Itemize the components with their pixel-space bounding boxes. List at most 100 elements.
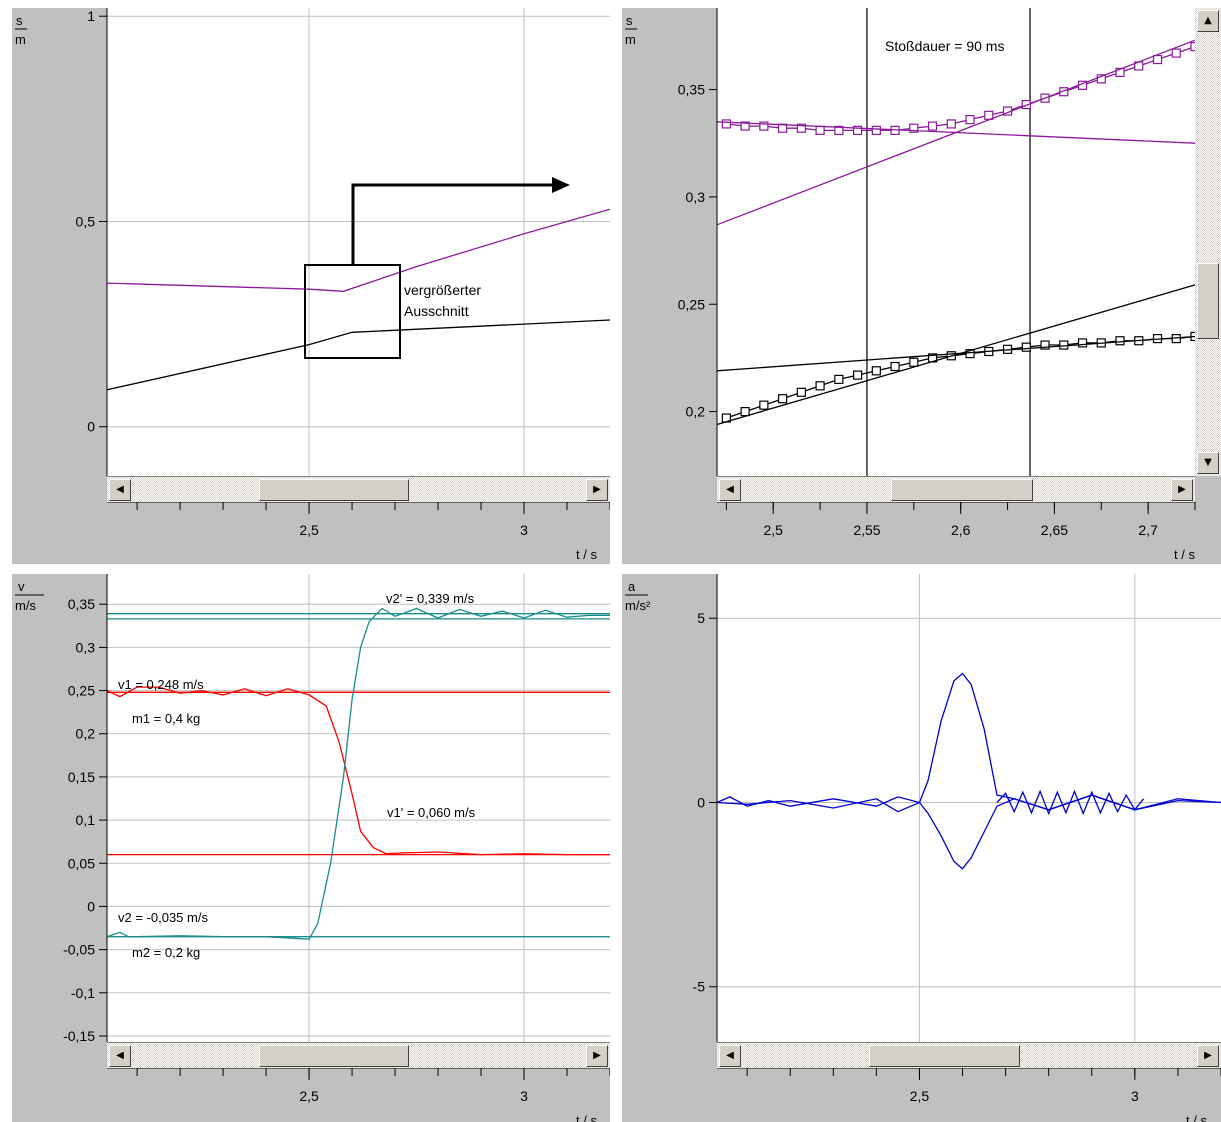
series-line-black xyxy=(716,335,1196,372)
annotation-line1: vergrößerter xyxy=(404,282,481,298)
scroll-down-arrow-icon[interactable]: ▼ xyxy=(1197,452,1219,474)
x-tick-label: 2,5 xyxy=(299,1088,319,1104)
scroll-right-arrow-icon[interactable]: ▶ xyxy=(586,479,608,501)
y-tick-label: 0 xyxy=(87,419,95,435)
data-point-marker xyxy=(965,349,975,359)
scroll-thumb[interactable] xyxy=(259,1045,410,1067)
data-point-marker xyxy=(1059,340,1069,350)
chart-panel-position-overview: 1 0,5 0 2,5 3 vergrößerter Ausschnitt s m t… xyxy=(12,8,610,564)
data-point-marker xyxy=(740,121,750,131)
series-line-purple xyxy=(106,208,610,292)
data-point-marker xyxy=(909,123,919,133)
x-tick-label: 2,5 xyxy=(764,522,784,538)
x-unit-label: t / s xyxy=(1186,1113,1207,1122)
series-line-blue xyxy=(716,794,1221,870)
y-tick-label: 0,05 xyxy=(68,855,95,871)
data-point-marker xyxy=(834,374,844,384)
y-tick-label: -0,1 xyxy=(71,985,95,1001)
scroll-up-arrow-icon[interactable]: ▲ xyxy=(1197,10,1219,32)
data-point-marker xyxy=(815,381,825,391)
y-tick-label: 0,35 xyxy=(68,596,95,612)
y-tick-label: 0,25 xyxy=(678,296,705,312)
scroll-left-arrow-icon[interactable]: ◀ xyxy=(109,479,131,501)
data-point-marker xyxy=(1021,100,1031,110)
chart-svg-tr: 0,35 0,3 0,25 0,2 2,5 2,55 2,6 2,65 2,7 Stoßdau… xyxy=(625,8,1200,562)
chart-panel-position-zoom: 0,35 0,3 0,25 0,2 2,5 2,55 2,6 2,65 2,7 Stoßdau… xyxy=(622,8,1221,564)
y-tick-label: -0,15 xyxy=(63,1028,95,1044)
vertical-scrollbar[interactable]: ▲ ▼ xyxy=(1195,8,1221,476)
x-tick-label: 3 xyxy=(1131,1088,1139,1104)
series-line-red xyxy=(106,686,610,856)
y-tick-label: 0 xyxy=(697,794,705,810)
collision-duration-annotation: Stoßdauer = 90 ms xyxy=(885,38,1004,54)
data-point-marker xyxy=(852,125,863,135)
y-tick-label: 0,35 xyxy=(678,82,705,98)
data-point-marker xyxy=(890,361,900,372)
y-unit-bottom: m/s² xyxy=(625,598,651,613)
data-point-marker xyxy=(871,366,881,376)
x-unit-label: t / s xyxy=(576,1113,597,1122)
data-point-marker xyxy=(796,123,806,133)
chart-panel-acceleration: 5 0 -5 2,5 3 a m/s² t / s ◀ ▶ xyxy=(622,574,1221,1122)
y-tick-label: 5 xyxy=(697,610,705,626)
data-point-marker xyxy=(815,125,825,135)
series-line-purple xyxy=(716,121,1196,144)
x-tick-label: 2,6 xyxy=(951,522,971,538)
scroll-right-arrow-icon[interactable]: ▶ xyxy=(1197,1045,1219,1067)
y-tick-label: 0 xyxy=(87,898,95,914)
horizontal-scrollbar[interactable]: ◀ ▶ xyxy=(107,1042,610,1068)
plot-area xyxy=(717,8,1195,476)
y-tick-label: 0,3 xyxy=(686,189,706,205)
horizontal-scrollbar[interactable]: ◀ ▶ xyxy=(107,476,610,502)
y-unit-top: s xyxy=(16,13,23,28)
scroll-right-arrow-icon[interactable]: ▶ xyxy=(586,1045,608,1067)
data-point-marker xyxy=(1152,54,1163,65)
scroll-thumb[interactable] xyxy=(259,479,410,501)
data-point-marker xyxy=(1096,74,1106,84)
y-tick-label: -0,05 xyxy=(63,942,95,958)
y-tick-label: 1 xyxy=(87,8,95,24)
label-v1: v1 = 0,248 m/s xyxy=(118,677,204,692)
x-tick-label: 2,55 xyxy=(853,522,880,538)
data-point-marker xyxy=(1171,48,1181,58)
horizontal-scrollbar[interactable]: ◀ ▶ xyxy=(717,1042,1221,1068)
zoom-arrow-line xyxy=(351,183,555,265)
series-line-black xyxy=(106,319,610,391)
scroll-left-arrow-icon[interactable]: ◀ xyxy=(109,1045,131,1067)
chart-svg-bl: 0,35 0,3 0,25 0,2 0,15 0,1 0,05 0 -0,05 -0,1 -0,15… xyxy=(15,574,610,1122)
data-point-marker xyxy=(759,121,769,131)
data-point-marker xyxy=(927,121,938,131)
data-point-marker xyxy=(759,400,769,410)
data-point-marker xyxy=(946,119,956,129)
data-point-marker xyxy=(834,125,844,135)
scroll-thumb[interactable] xyxy=(1197,263,1219,339)
data-point-marker xyxy=(778,394,788,404)
y-tick-label: 0,2 xyxy=(686,404,706,420)
scroll-thumb[interactable] xyxy=(869,1045,1020,1067)
x-tick-label: 2,65 xyxy=(1041,522,1068,538)
data-point-marker xyxy=(871,125,881,135)
y-unit-bottom: m xyxy=(625,32,636,47)
y-tick-label: -5 xyxy=(693,979,706,995)
y-tick-label: 0,25 xyxy=(68,683,95,699)
data-point-marker xyxy=(740,406,750,417)
label-v1-after: v1' = 0,060 m/s xyxy=(387,805,476,820)
y-unit-bottom: m/s xyxy=(15,598,36,613)
data-point-marker xyxy=(1040,340,1050,350)
x-tick-label: 2,5 xyxy=(299,522,319,538)
y-tick-label: 0,3 xyxy=(76,639,96,655)
scroll-left-arrow-icon[interactable]: ◀ xyxy=(719,479,741,501)
scroll-left-arrow-icon[interactable]: ◀ xyxy=(719,1045,741,1067)
y-unit-top: v xyxy=(18,579,25,594)
y-tick-label: 0,15 xyxy=(68,769,95,785)
scroll-thumb[interactable] xyxy=(890,479,1033,501)
label-m2: m2 = 0,2 kg xyxy=(132,945,200,960)
horizontal-scrollbar[interactable]: ◀ ▶ xyxy=(717,476,1195,502)
scroll-right-arrow-icon[interactable]: ▶ xyxy=(1171,479,1193,501)
x-unit-label: t / s xyxy=(1174,547,1195,562)
chart-svg-br: 5 0 -5 2,5 3 a m/s² t / s xyxy=(625,574,1221,1122)
y-unit-bottom: m xyxy=(15,32,26,47)
data-point-marker xyxy=(965,115,975,125)
label-v2-after: v2' = 0,339 m/s xyxy=(386,591,475,606)
zoom-arrow-head xyxy=(552,177,570,193)
